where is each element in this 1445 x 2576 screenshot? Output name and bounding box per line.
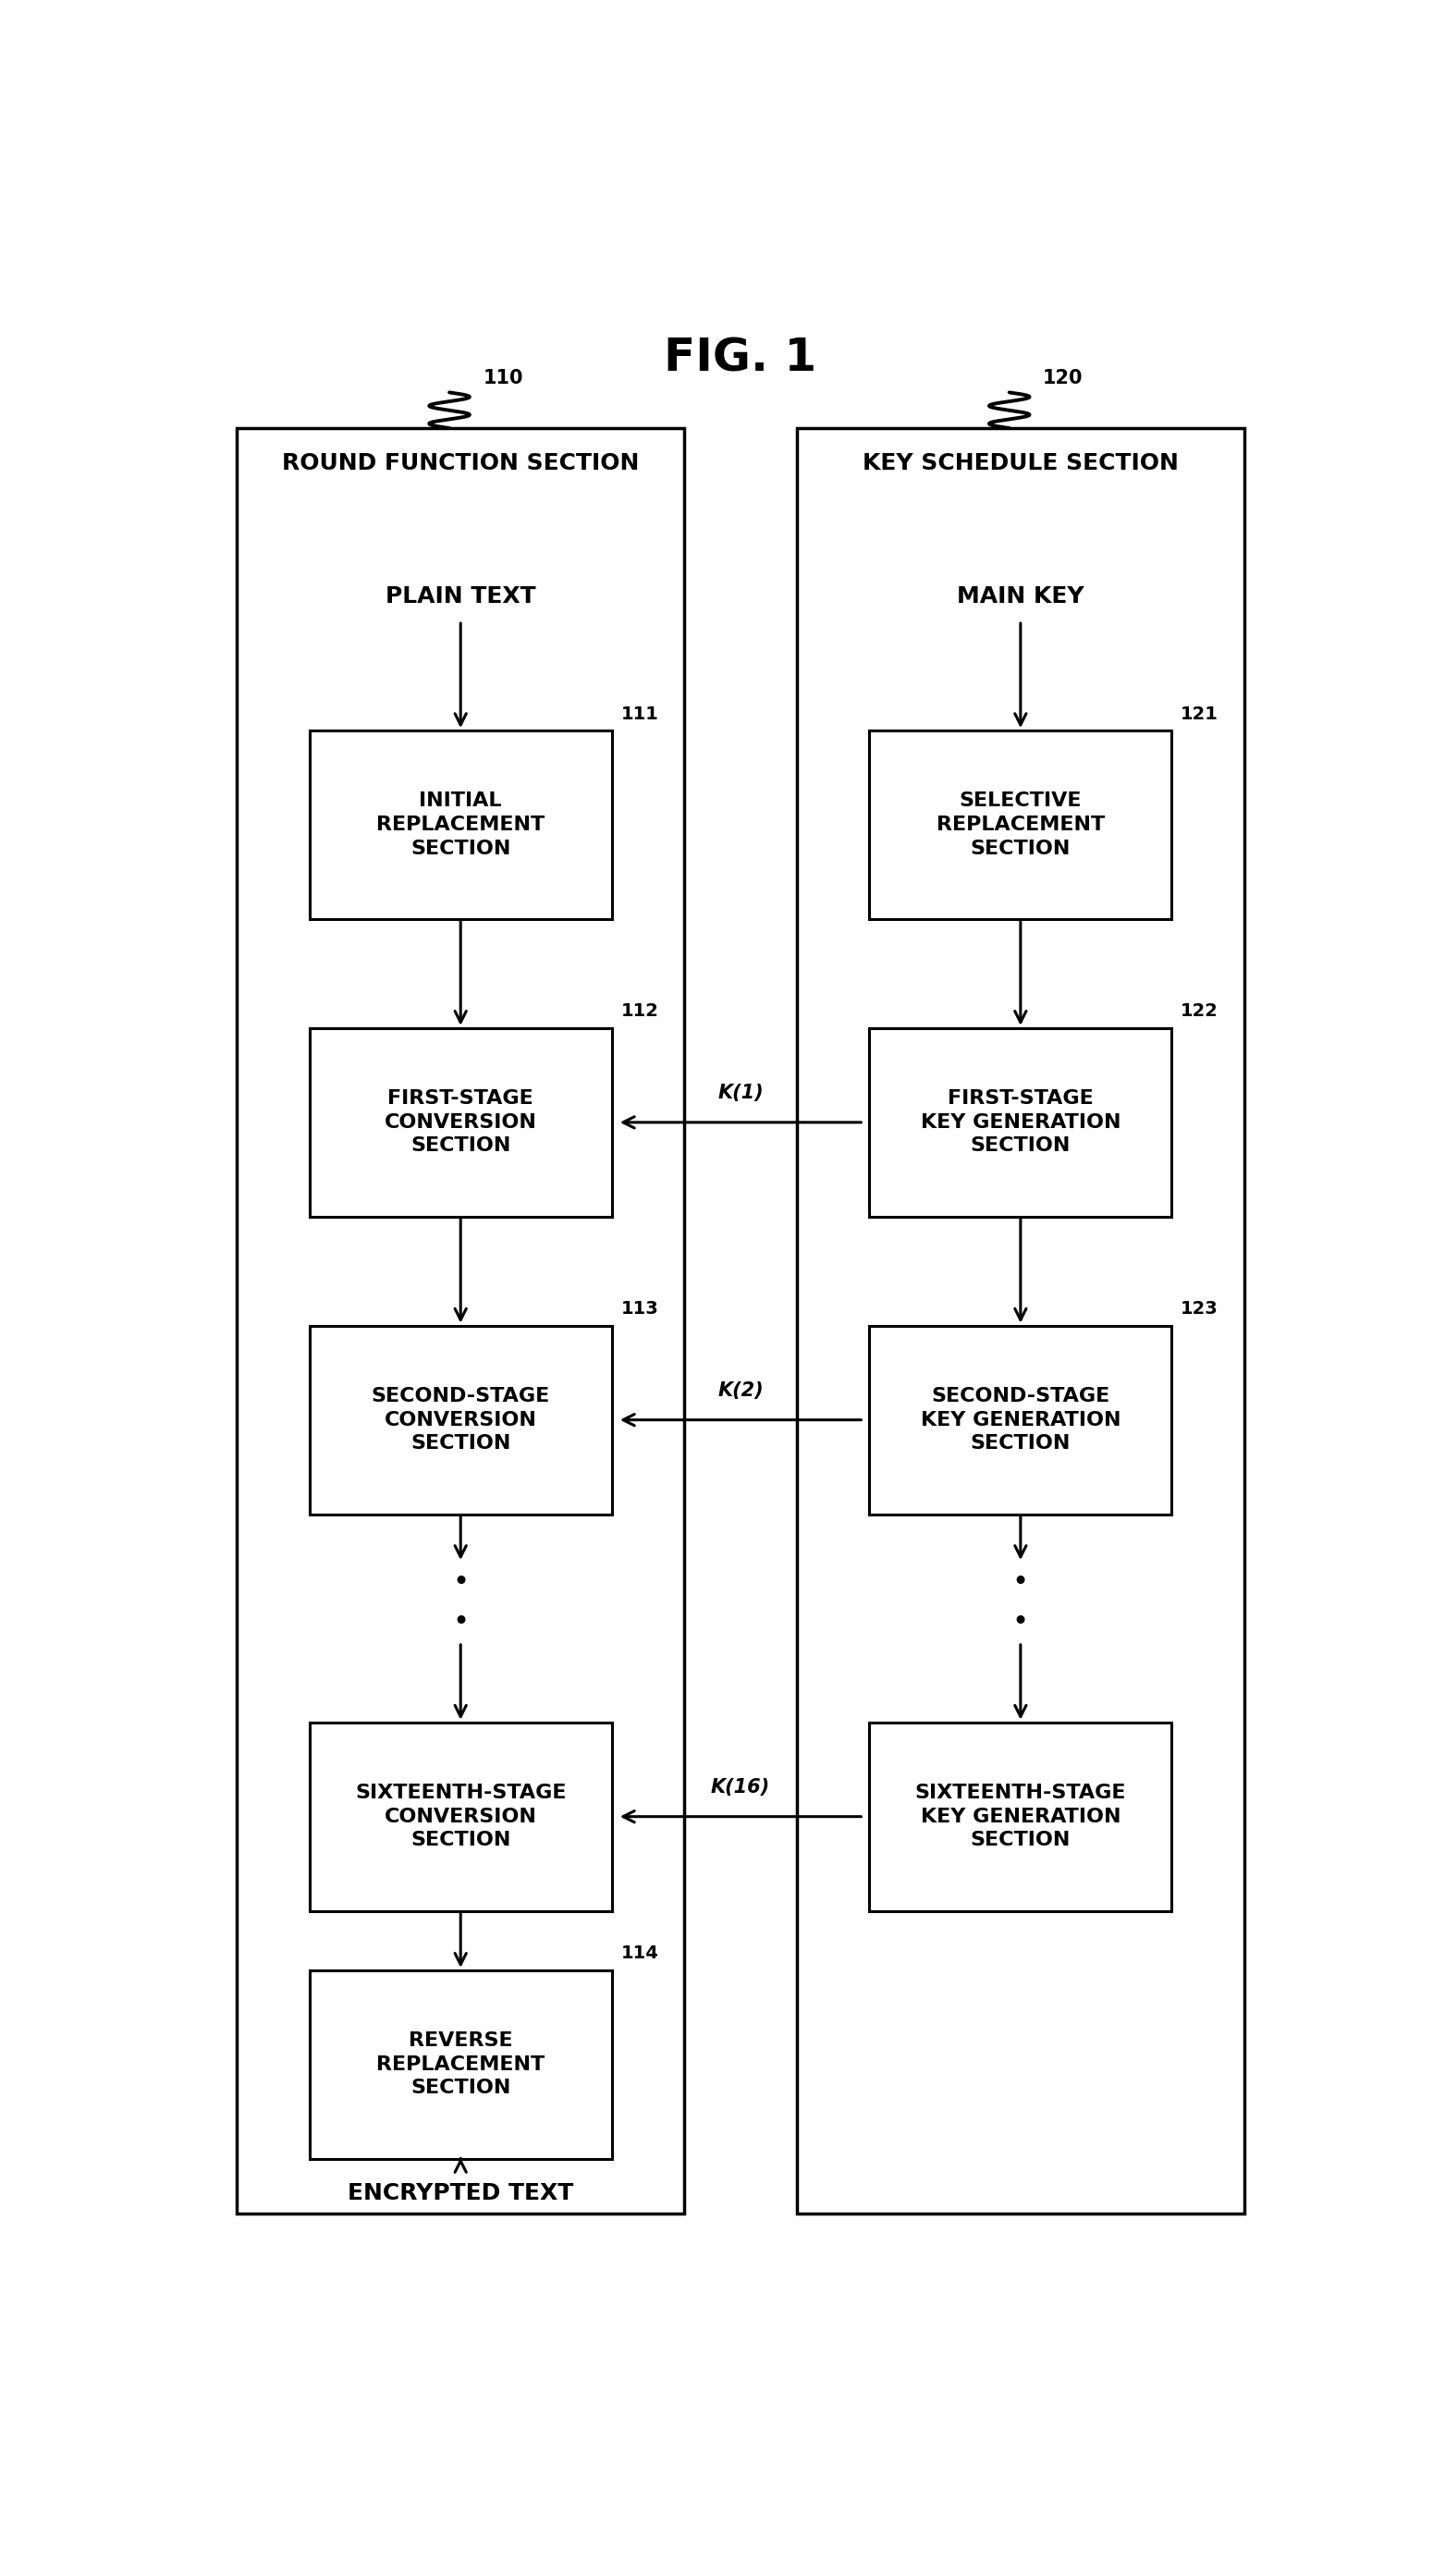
Bar	[309, 1723, 611, 1911]
Text: 123: 123	[1181, 1301, 1218, 1319]
Bar	[870, 732, 1172, 920]
Text: 114: 114	[621, 1945, 659, 1963]
Text: 121: 121	[1181, 706, 1218, 724]
Text: 120: 120	[1043, 368, 1084, 389]
Text: INITIAL
REPLACEMENT
SECTION: INITIAL REPLACEMENT SECTION	[376, 791, 545, 858]
Text: FIRST-STAGE
KEY GENERATION
SECTION: FIRST-STAGE KEY GENERATION SECTION	[920, 1090, 1121, 1154]
Text: ROUND FUNCTION SECTION: ROUND FUNCTION SECTION	[282, 451, 639, 474]
Text: 113: 113	[621, 1301, 659, 1319]
Text: SIXTEENTH-STAGE
CONVERSION
SECTION: SIXTEENTH-STAGE CONVERSION SECTION	[355, 1783, 566, 1850]
Text: K(1): K(1)	[718, 1084, 763, 1103]
Bar	[237, 428, 685, 2213]
Text: K(16): K(16)	[711, 1777, 770, 1798]
Text: FIG. 1: FIG. 1	[665, 337, 816, 381]
Bar	[309, 1971, 611, 2159]
Text: •: •	[452, 1569, 470, 1597]
Bar	[870, 1327, 1172, 1515]
Text: •: •	[1011, 1569, 1029, 1597]
Text: ENCRYPTED TEXT: ENCRYPTED TEXT	[348, 2182, 574, 2205]
Text: SIXTEENTH-STAGE
KEY GENERATION
SECTION: SIXTEENTH-STAGE KEY GENERATION SECTION	[915, 1783, 1126, 1850]
Text: MAIN KEY: MAIN KEY	[957, 585, 1084, 608]
Text: 122: 122	[1181, 1002, 1218, 1020]
Text: KEY SCHEDULE SECTION: KEY SCHEDULE SECTION	[863, 451, 1179, 474]
Bar	[870, 1723, 1172, 1911]
Text: 111: 111	[621, 706, 659, 724]
Text: 112: 112	[621, 1002, 659, 1020]
Bar	[309, 1327, 611, 1515]
Text: SECOND-STAGE
KEY GENERATION
SECTION: SECOND-STAGE KEY GENERATION SECTION	[920, 1386, 1121, 1453]
Bar	[870, 1028, 1172, 1216]
Bar	[796, 428, 1244, 2213]
Text: SELECTIVE
REPLACEMENT
SECTION: SELECTIVE REPLACEMENT SECTION	[936, 791, 1105, 858]
Text: •: •	[452, 1610, 470, 1636]
Text: •: •	[1011, 1610, 1029, 1636]
Bar	[309, 732, 611, 920]
Text: SECOND-STAGE
CONVERSION
SECTION: SECOND-STAGE CONVERSION SECTION	[371, 1386, 551, 1453]
Bar	[309, 1028, 611, 1216]
Text: FIRST-STAGE
CONVERSION
SECTION: FIRST-STAGE CONVERSION SECTION	[384, 1090, 536, 1154]
Text: K(2): K(2)	[718, 1381, 763, 1401]
Text: PLAIN TEXT: PLAIN TEXT	[386, 585, 536, 608]
Text: 110: 110	[483, 368, 523, 389]
Text: REVERSE
REPLACEMENT
SECTION: REVERSE REPLACEMENT SECTION	[376, 2032, 545, 2097]
